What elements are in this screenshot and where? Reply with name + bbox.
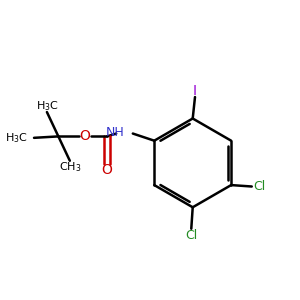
Text: O: O [79, 128, 90, 142]
Text: H$_3$C: H$_3$C [5, 131, 28, 145]
Text: Cl: Cl [253, 180, 265, 193]
Text: NH: NH [106, 126, 125, 139]
Text: CH$_3$: CH$_3$ [59, 160, 82, 174]
Text: Cl: Cl [185, 229, 197, 242]
Text: I: I [193, 84, 197, 98]
Text: H$_3$C: H$_3$C [36, 99, 59, 113]
Text: O: O [102, 163, 112, 177]
